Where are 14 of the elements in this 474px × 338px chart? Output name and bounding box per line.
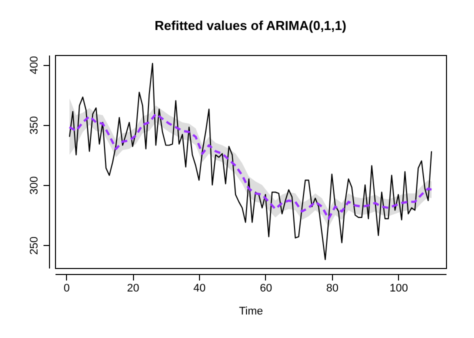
line-series: [68, 112, 433, 220]
x-axis-title: Time: [238, 306, 264, 318]
y-tick-label: 250: [28, 236, 40, 255]
line-series: [68, 62, 432, 260]
y-tick-label: 400: [28, 56, 40, 74]
x-tick-label: 20: [126, 282, 140, 294]
chart-title: Refitted values of ARIMA(0,1,1): [154, 18, 346, 33]
x-tick-label: 60: [260, 282, 272, 294]
x-tick-label: 80: [326, 282, 338, 294]
y-tick-label: 300: [28, 176, 40, 195]
x-tick-label: 100: [390, 282, 408, 294]
x-tick-label: 40: [193, 282, 206, 294]
y-tick-label: 350: [28, 116, 40, 134]
x-tick-label: 0: [64, 282, 70, 294]
